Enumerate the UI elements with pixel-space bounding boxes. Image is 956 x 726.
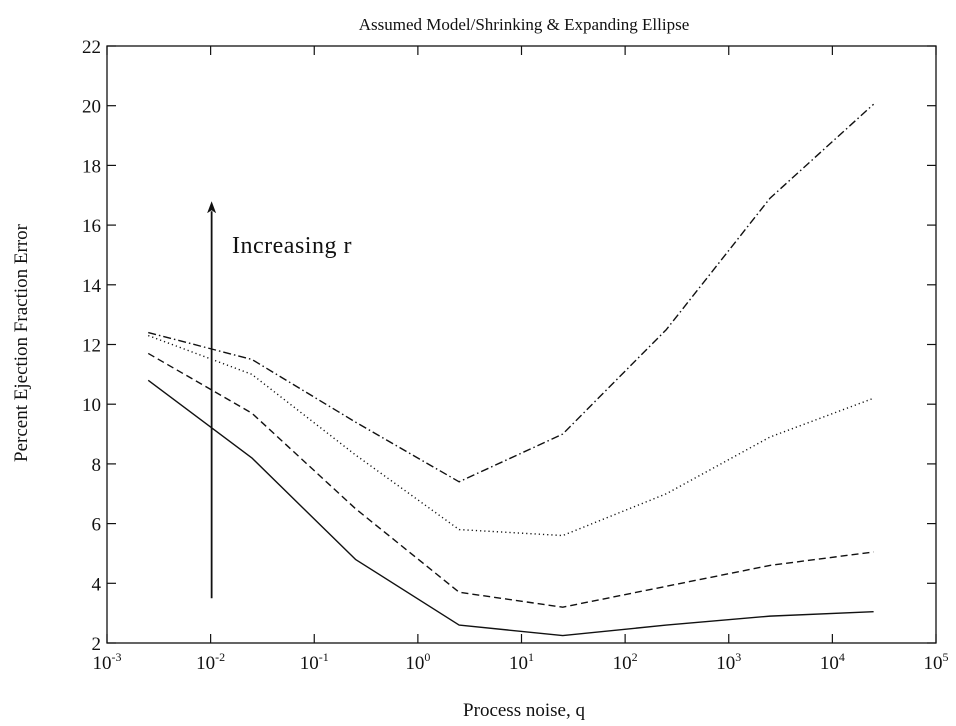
series-layer [147, 103, 875, 637]
x-tick-label: 10-2 [196, 650, 225, 674]
x-tick-label: 104 [820, 650, 845, 674]
y-tick-label: 16 [82, 216, 101, 237]
y-tick-label: 10 [82, 395, 101, 416]
x-tick-label: 100 [405, 650, 430, 674]
x-tick-label: 102 [613, 650, 638, 674]
series-line-solid [147, 379, 874, 637]
x-tick-label: 105 [924, 650, 949, 674]
x-axis-label: Process noise, q [463, 700, 585, 721]
y-tick-label: 12 [82, 336, 101, 357]
y-tick-label: 14 [82, 276, 102, 297]
y-tick-label: 22 [82, 37, 101, 58]
x-tick-label: 10-3 [93, 650, 122, 674]
series-line-dash-dot [148, 103, 875, 483]
x-tick-label: 10-1 [300, 650, 329, 674]
axis-ticks: 2 4 6 8 10 12 14 16 18 20 22 10-3 10-2 10-1 100 101 102 1… [82, 37, 949, 674]
y-tick-label: 18 [82, 156, 101, 177]
y-tick-label: 2 [92, 634, 102, 655]
chart-title: Assumed Model/Shrinking & Expanding Elli… [359, 15, 690, 34]
series-line-dashed [147, 352, 874, 608]
series-line-dotted [147, 334, 874, 537]
x-tick-label: 103 [716, 650, 741, 674]
x-tick-label: 101 [509, 650, 534, 674]
increasing-r-label: Increasing r [232, 233, 352, 259]
y-axis-label: Percent Ejection Fraction Error [11, 223, 32, 462]
y-tick-label: 20 [82, 97, 101, 118]
y-tick-label: 6 [92, 515, 102, 536]
y-tick-label: 4 [92, 574, 102, 595]
plot-frame [106, 45, 937, 644]
y-tick-label: 8 [92, 455, 102, 476]
